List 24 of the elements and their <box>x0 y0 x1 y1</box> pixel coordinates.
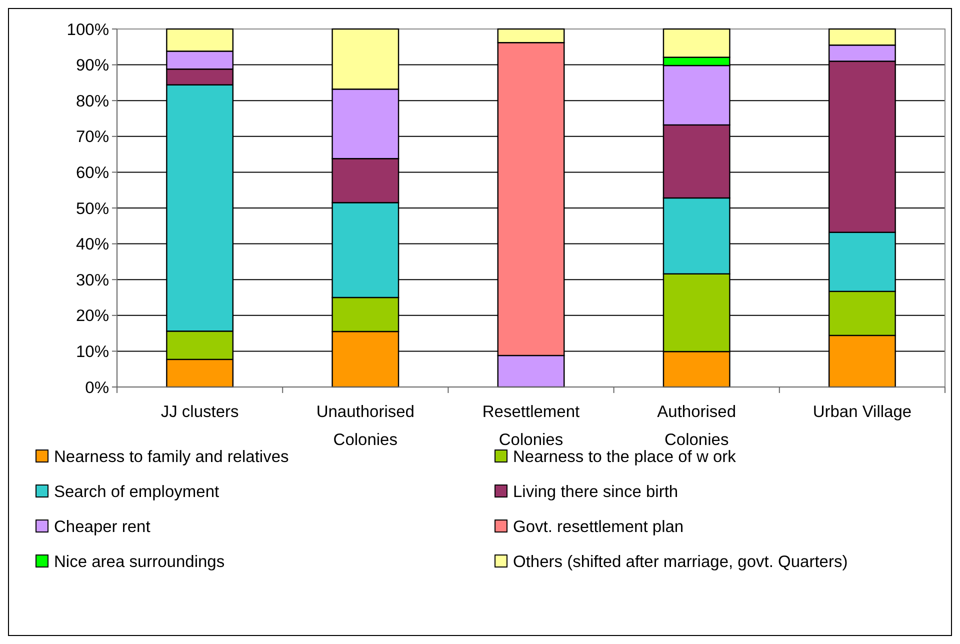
y-tick-label: 60% <box>76 164 110 182</box>
legend-label: Search of employment <box>54 482 220 501</box>
legend-label: Others (shifted after marriage, govt. Quarters) <box>513 552 848 571</box>
legend-label: Nearness to family and relatives <box>54 448 289 466</box>
y-tick-label: 0% <box>85 378 110 397</box>
y-tick-label: 30% <box>76 271 110 290</box>
y-tick-label: 10% <box>76 342 110 361</box>
x-tick-label: Urban Village <box>812 403 912 421</box>
legend-label: Living there since birth <box>513 482 678 501</box>
y-tick-label: 40% <box>76 236 110 254</box>
legend-label: Cheaper rent <box>54 518 151 536</box>
legend-label: Govt. resettlement plan <box>513 518 684 536</box>
legend-label: Nearness to the place of w ork <box>513 448 737 466</box>
legend-label: Nice area surroundings <box>54 552 225 571</box>
y-tick-label: 70% <box>76 128 110 146</box>
y-tick-label: 20% <box>76 307 110 326</box>
y-tick-label: 50% <box>76 200 110 218</box>
y-tick-label: 80% <box>76 92 110 110</box>
x-tick-label: Authorised Colonies <box>657 403 736 449</box>
x-tick-label: Resettlement Colonies <box>482 403 580 449</box>
y-tick-label: 90% <box>76 56 110 75</box>
x-tick-label: JJ clusters <box>160 403 239 421</box>
y-tick-label: 100% <box>66 20 110 39</box>
x-tick-label: Unauthorised Colonies <box>316 403 414 449</box>
